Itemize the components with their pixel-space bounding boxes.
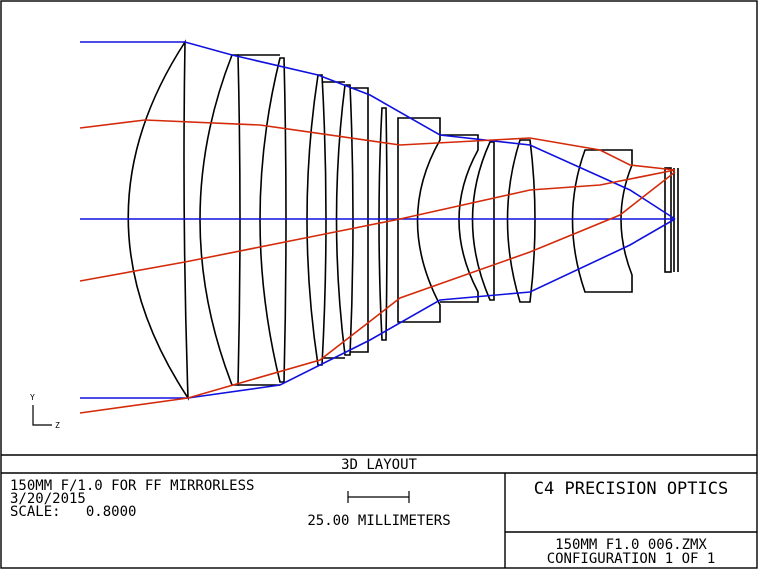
- axis-triad: Y Z: [30, 393, 60, 430]
- company: C4 PRECISION OPTICS: [534, 479, 728, 499]
- layout-title: 3D LAYOUT: [341, 457, 417, 473]
- axis-label-z: Z: [55, 421, 60, 430]
- date: 3/20/2015: [10, 491, 86, 507]
- rays: [79, 41, 676, 414]
- lens-elements: [127, 39, 679, 401]
- description: 150MM F/1.0 FOR FF MIRRORLESS: [10, 478, 254, 494]
- file-name: 150MM F1.0 006.ZMX: [555, 537, 707, 553]
- scale-bar: [347, 491, 410, 503]
- scale-bar-label: 25.00 MILLIMETERS: [307, 513, 450, 529]
- axis-label-y: Y: [30, 393, 35, 402]
- scale: SCALE: 0.8000: [10, 504, 136, 520]
- configuration: CONFIGURATION 1 OF 1: [547, 551, 716, 567]
